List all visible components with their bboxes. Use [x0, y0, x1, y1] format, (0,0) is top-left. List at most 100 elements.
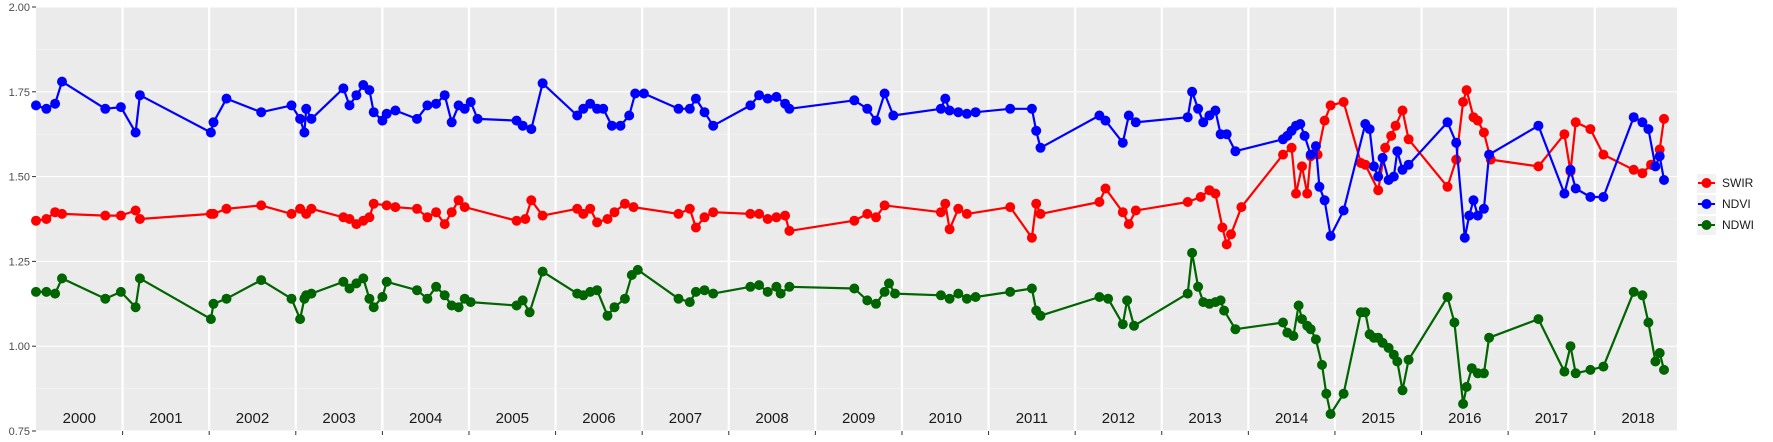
data-point	[1478, 127, 1489, 138]
data-point	[632, 264, 643, 275]
data-point	[1478, 368, 1489, 379]
data-point	[1368, 161, 1379, 172]
data-point	[1458, 97, 1469, 107]
data-point	[1451, 137, 1462, 148]
data-point	[578, 208, 589, 219]
data-point	[944, 293, 955, 304]
data-point	[1130, 205, 1141, 216]
data-point	[1377, 152, 1388, 163]
data-point	[1383, 342, 1394, 353]
legend-label: NDWI	[1722, 218, 1754, 232]
data-point	[1193, 281, 1204, 292]
y-tick-label: 1.75	[9, 87, 30, 99]
data-point	[1230, 146, 1241, 157]
data-point	[1031, 198, 1042, 209]
data-point	[1226, 229, 1236, 240]
data-point	[1585, 124, 1596, 135]
data-point	[390, 202, 401, 213]
data-point	[41, 103, 52, 114]
data-point	[762, 93, 773, 104]
series-ndwi	[31, 247, 1669, 419]
year-label: 2001	[149, 410, 182, 427]
data-point	[1659, 364, 1669, 375]
data-point	[871, 115, 881, 126]
y-tick-label: 0.75	[9, 426, 30, 438]
data-point	[256, 275, 267, 286]
data-point	[1570, 368, 1581, 379]
data-point	[1559, 366, 1570, 377]
data-point	[1659, 113, 1669, 124]
data-point	[1392, 146, 1403, 157]
year-label: 2002	[236, 410, 269, 427]
data-point	[754, 208, 765, 219]
data-point	[208, 208, 219, 219]
data-point	[1325, 100, 1336, 111]
data-point	[1217, 222, 1228, 233]
data-point	[1299, 130, 1310, 141]
legend-item-ndwi: NDWI	[1697, 216, 1754, 235]
data-point	[624, 110, 635, 121]
data-point	[630, 88, 641, 99]
data-point	[1637, 117, 1648, 128]
data-point	[884, 278, 894, 289]
data-point	[970, 292, 981, 302]
data-point	[1103, 293, 1114, 304]
data-point	[1026, 232, 1037, 243]
data-point	[638, 88, 649, 99]
data-point	[1659, 175, 1669, 185]
data-point	[935, 290, 946, 301]
data-point	[1094, 197, 1105, 207]
data-point	[1461, 85, 1472, 96]
data-point	[1221, 239, 1232, 250]
data-point	[1559, 188, 1570, 199]
data-point	[1026, 103, 1037, 114]
data-point	[690, 222, 701, 233]
data-point	[1130, 117, 1141, 128]
data-point	[1643, 124, 1654, 135]
data-point	[1533, 314, 1544, 325]
data-point	[256, 200, 267, 211]
data-point	[446, 117, 457, 128]
data-point	[1403, 159, 1414, 170]
year-label: 2008	[755, 410, 788, 427]
data-point	[849, 283, 860, 294]
data-point	[422, 293, 433, 304]
data-point	[879, 88, 890, 99]
data-point	[684, 297, 695, 308]
data-point	[1628, 112, 1639, 123]
data-point	[100, 103, 111, 114]
data-point	[344, 100, 355, 111]
data-point	[381, 200, 392, 211]
data-point	[364, 293, 375, 304]
data-point	[422, 212, 433, 223]
data-point	[1643, 317, 1654, 328]
data-point	[1100, 183, 1111, 194]
data-point	[208, 117, 219, 128]
data-point	[412, 285, 422, 296]
data-point	[1325, 409, 1336, 419]
data-point	[953, 107, 964, 118]
data-point	[381, 108, 392, 119]
data-point	[771, 91, 782, 102]
data-point	[1100, 115, 1111, 126]
legend: SWIR NDVI NDWI	[1697, 174, 1754, 235]
data-point	[1373, 185, 1384, 196]
data-point	[1442, 292, 1453, 302]
data-point	[1219, 305, 1230, 316]
data-point	[673, 293, 684, 304]
data-point	[299, 127, 310, 138]
year-label: 2005	[496, 410, 529, 427]
legend-item-swir: SWIR	[1697, 174, 1754, 193]
data-point	[1182, 112, 1193, 123]
legend-key-point	[1701, 178, 1712, 188]
year-label: 2012	[1102, 410, 1135, 427]
data-point	[935, 103, 946, 114]
data-point	[57, 208, 67, 219]
y-tick-label: 1.25	[9, 256, 30, 268]
data-point	[1310, 334, 1321, 345]
data-point	[754, 90, 765, 101]
data-point	[1360, 159, 1371, 170]
year-label: 2011	[1016, 410, 1048, 427]
data-point	[1628, 286, 1639, 297]
